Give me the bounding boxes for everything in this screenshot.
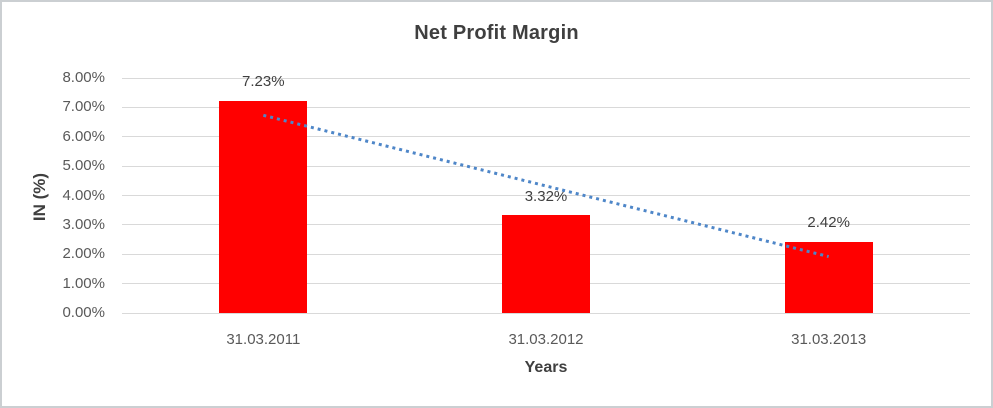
- y-tick-label: 2.00%: [62, 245, 105, 263]
- y-tick-label: 1.00%: [62, 274, 105, 292]
- gridline: [122, 77, 970, 79]
- y-tick-label: 3.00%: [62, 215, 105, 233]
- x-category-label: 31.03.2012: [508, 331, 584, 348]
- bar-data-label: 2.42%: [807, 214, 850, 232]
- x-category-label: 31.03.2011: [226, 331, 301, 348]
- bar-data-label: 3.32%: [524, 187, 568, 205]
- y-tick-label: 8.00%: [62, 69, 105, 86]
- gridline: [122, 312, 970, 314]
- x-category-label: 31.03.2013: [791, 331, 867, 348]
- y-tick-label: 6.00%: [62, 127, 105, 145]
- y-tick-label: 7.00%: [62, 98, 105, 116]
- bar: [219, 100, 308, 313]
- bar: [784, 241, 873, 313]
- bar-data-label: 7.23%: [242, 73, 285, 91]
- y-tick-label: 4.00%: [62, 186, 105, 204]
- bar: [502, 215, 590, 313]
- y-tick-label: 0.00%: [62, 304, 105, 321]
- gridline: [122, 106, 970, 108]
- y-tick-label: 5.00%: [62, 157, 105, 175]
- x-axis-title: Years: [524, 359, 568, 376]
- chart-title: Net Profit Margin: [414, 22, 579, 44]
